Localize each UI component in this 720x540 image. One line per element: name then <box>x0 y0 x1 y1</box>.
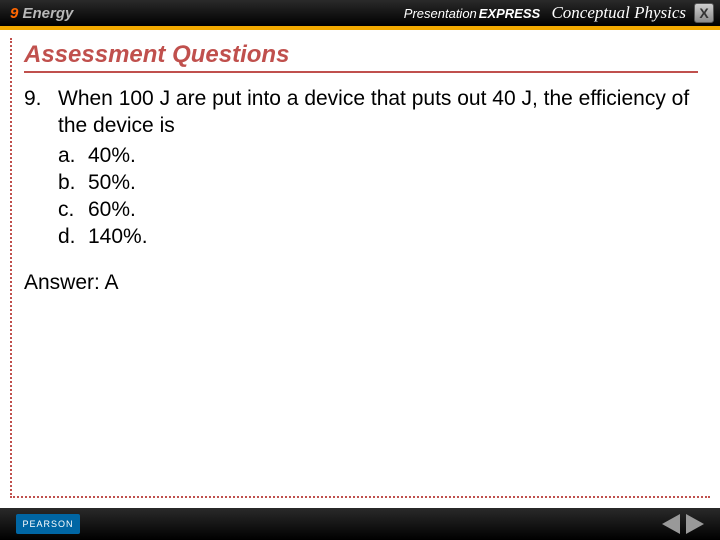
chapter-number: 9 <box>10 5 18 22</box>
option-a: a. 40%. <box>58 142 698 169</box>
top-right-group: PresentationEXPRESS Conceptual Physics X <box>404 3 714 23</box>
option-text: 40%. <box>88 142 136 169</box>
options-list: a. 40%. b. 50%. c. 60%. d. 140%. <box>58 142 698 251</box>
answer-label: Answer: <box>24 271 100 294</box>
prev-arrow-icon[interactable] <box>662 514 680 534</box>
brand-prefix: Presentation <box>404 6 477 21</box>
answer-line: Answer: A <box>24 271 698 295</box>
option-b: b. 50%. <box>58 169 698 196</box>
footer-bar: PEARSON <box>0 508 720 540</box>
close-button[interactable]: X <box>694 3 714 23</box>
section-title: Assessment Questions <box>24 41 698 73</box>
answer-value: A <box>105 271 119 294</box>
nav-arrows <box>662 514 704 534</box>
publisher-logo: PEARSON <box>16 514 80 534</box>
option-text: 140%. <box>88 223 148 250</box>
content-area: Assessment Questions 9. When 100 J are p… <box>10 38 710 498</box>
option-letter: a. <box>58 142 88 169</box>
question-body: When 100 J are put into a device that pu… <box>58 85 698 251</box>
option-letter: d. <box>58 223 88 250</box>
question-number: 9. <box>24 85 58 251</box>
question-block: 9. When 100 J are put into a device that… <box>24 85 698 251</box>
option-c: c. 60%. <box>58 196 698 223</box>
chapter-label: 9 Energy <box>10 5 73 22</box>
book-title: Conceptual Physics <box>551 3 686 23</box>
option-text: 60%. <box>88 196 136 223</box>
chapter-title: Energy <box>23 5 74 22</box>
brand-express: EXPRESS <box>479 6 540 21</box>
option-letter: b. <box>58 169 88 196</box>
option-letter: c. <box>58 196 88 223</box>
close-icon: X <box>699 5 708 21</box>
top-bar: 9 Energy PresentationEXPRESS Conceptual … <box>0 0 720 26</box>
brand-label: PresentationEXPRESS Conceptual Physics <box>404 3 686 23</box>
next-arrow-icon[interactable] <box>686 514 704 534</box>
option-d: d. 140%. <box>58 223 698 250</box>
option-text: 50%. <box>88 169 136 196</box>
divider-line <box>0 26 720 30</box>
question-text: When 100 J are put into a device that pu… <box>58 87 689 137</box>
